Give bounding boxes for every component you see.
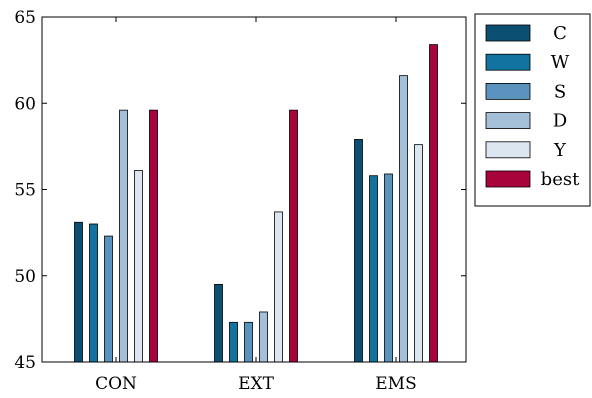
bar-ems-y	[414, 144, 423, 363]
bar-ems-d	[399, 75, 408, 363]
legend-label-c: C	[553, 23, 567, 44]
y-tick-label: 45	[14, 353, 36, 373]
bar-ext-c	[214, 283, 223, 363]
bar-ext-best	[289, 109, 298, 363]
x-axis: CON EXT EMS	[95, 17, 417, 394]
bar-ems-best	[429, 44, 438, 363]
y-tick-label: 55	[14, 181, 36, 201]
bar-con-y	[134, 170, 143, 363]
bar-con-c	[74, 221, 83, 363]
y-tick-label: 65	[14, 8, 36, 28]
legend-label-best: best	[541, 169, 580, 190]
legend-label-y: Y	[553, 140, 567, 161]
legend-swatch-best	[485, 170, 531, 188]
y-tick-label: 50	[14, 267, 36, 287]
x-category-label: EMS	[375, 374, 416, 394]
bar-ems-w	[369, 175, 378, 363]
bar-ems-s	[384, 173, 393, 363]
legend-label-d: D	[553, 111, 567, 132]
legend-label-w: W	[551, 52, 570, 73]
bar-con-d	[119, 109, 128, 363]
legend-swatch-y	[485, 141, 531, 159]
bars-layer	[74, 44, 438, 363]
bar-ext-d	[259, 311, 268, 363]
bar-ext-w	[229, 321, 238, 363]
x-category-label: CON	[95, 374, 137, 394]
y-tick-label: 60	[14, 94, 36, 114]
bar-con-best	[149, 109, 158, 363]
bar-ext-y	[274, 211, 283, 363]
legend-swatch-d	[485, 112, 531, 129]
bar-con-w	[89, 223, 98, 363]
bar-con-s	[104, 235, 113, 363]
y-axis: 45 50 55 60 65	[14, 8, 466, 373]
legend-swatch-c	[485, 24, 531, 42]
legend-swatch-s	[485, 83, 531, 100]
x-category-label: EXT	[238, 374, 275, 394]
legend-label-s: S	[554, 81, 566, 102]
bar-ext-s	[244, 321, 253, 363]
legend-swatch-w	[485, 53, 531, 71]
bar-ems-c	[354, 139, 363, 363]
